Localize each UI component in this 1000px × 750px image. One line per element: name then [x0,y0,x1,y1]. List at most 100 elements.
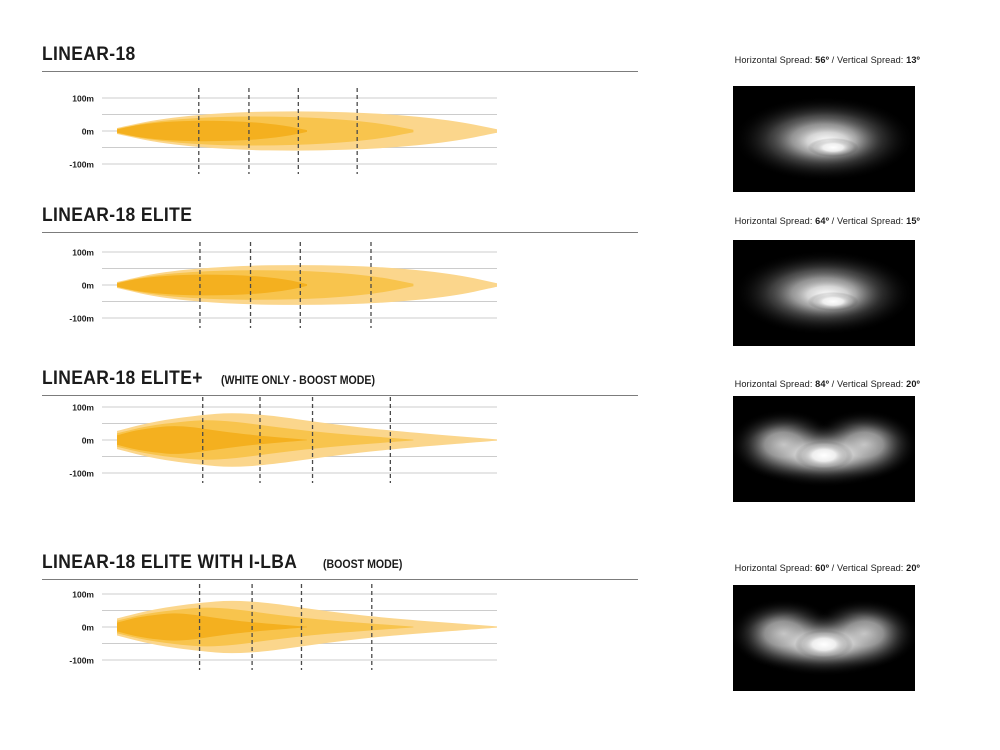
beam-plot: 100m 0m -100m 3lux 333m 1lux 576m 0.5lux 815m 0.2… [69,393,497,488]
lux-level-label: 1lux [240,84,257,86]
beam-plot: 100m 0m -100m 3lux 301m 1lux 522m 0.5lux 738m 0.2… [69,580,497,675]
photo-linear-18-elite-ilba [733,585,915,691]
lux-level-label: 3lux [190,84,207,86]
photo-linear-18-elite [733,240,915,346]
horizontal-spread-label: Horizontal Spread: [734,379,816,389]
lux-distance-label: 815m [302,487,324,488]
beam-photo-image [733,240,915,346]
lux-distance-label: 605m [287,178,309,179]
lux-level-label: 3lux [194,393,211,395]
beam-photo-image [733,396,915,502]
beam-photo-image [733,585,915,691]
chart-title-wrap-linear-18-elite-ilba: LINEAR-18 ELITE WITH I-LBA (BOOST MODE) [42,552,410,574]
lux-distance-label: 522m [241,674,263,675]
lux-level-label: 3lux [191,580,208,582]
lux-level-label: 0.5lux [289,580,313,582]
spread-separator: / [829,55,837,65]
lux-distance-label: 1023m [358,332,385,333]
chart-title-wrap-linear-18-elite-plus: LINEAR-18 ELITE+ (WHITE ONLY - BOOST MODE… [42,368,388,390]
title-divider [42,395,638,396]
horizontal-spread-label: Horizontal Spread: [734,563,816,573]
y-tick-label: 0m [82,623,95,633]
lux-distance-label: 576m [249,487,271,488]
y-tick-label: 0m [82,127,95,137]
y-tick-label: -100m [69,469,94,479]
vertical-spread-value: 13º [906,55,920,65]
y-tick-label: 100m [72,94,94,104]
beam-tier-3lux [117,426,307,454]
y-tick-label: 100m [72,248,94,258]
title-divider [42,71,638,72]
spread-info: Horizontal Spread: 84º / Vertical Spread… [735,379,920,389]
lux-level-label: 0.25lux [357,580,386,582]
page-title: LINEAR-18 ELITE+ [42,368,203,389]
page-title: LINEAR-18 ELITE WITH I-LBA [42,552,298,573]
lux-distance-label: 1043m [359,674,386,675]
photo-linear-18 [733,86,915,192]
vertical-spread-value: 20º [906,563,920,573]
horizontal-spread-value: 56º [815,55,830,65]
y-tick-label: 0m [82,281,95,291]
vertical-spread-label: Vertical Spread: [837,216,907,226]
chart-title-wrap-linear-18: LINEAR-18 [42,44,144,66]
beam-tier-3lux [117,274,307,296]
y-tick-label: 0m [82,436,95,446]
spread-info: Horizontal Spread: 60º / Vertical Spread… [735,563,920,573]
lux-distance-label: 301m [189,674,211,675]
lux-level-label: 0.25lux [357,238,386,240]
lux-distance-label: 428m [238,178,260,179]
vertical-spread-value: 20º [906,379,920,389]
lux-distance-label: 738m [291,674,313,675]
spread-separator: / [829,379,837,389]
beam-tier-3lux [117,120,307,142]
horizontal-spread-label: Horizontal Spread: [734,216,816,226]
page-subtitle: (BOOST MODE) [323,559,403,571]
photo-linear-18-elite-plus [733,396,915,502]
y-tick-label: -100m [69,656,94,666]
lux-level-label: 0.5lux [286,84,310,86]
title-divider [42,232,638,233]
page-subtitle: (WHITE ONLY - BOOST MODE) [220,375,375,387]
lux-distance-label: 723m [289,332,311,333]
vertical-spread-value: 15º [906,216,920,226]
lux-distance-label: 1152m [377,487,403,488]
spread-separator: / [829,216,837,226]
y-tick-label: 100m [72,403,94,413]
horizontal-spread-label: Horizontal Spread: [734,55,816,65]
lux-distance-label: 247m [188,178,210,179]
beam-chart-linear-18-elite-plus: 100m 0m -100m 3lux 333m 1lux 576m 0.5lux 815m 0.2… [42,393,512,488]
beam-plot: 100m 0m -100m 3lux 295m 1lux 511m 0.5lux 723m 0.2… [69,238,497,333]
beam-chart-linear-18: 100m 0m -100m 3lux 247m 1lux 428m 0.5lux 605m 0.2… [42,84,512,179]
beam-chart-linear-18-elite: 100m 0m -100m 3lux 295m 1lux 511m 0.5lux 723m 0.2… [42,238,512,333]
beam-chart-linear-18-elite-ilba: 100m 0m -100m 3lux 301m 1lux 522m 0.5lux 738m 0.2… [42,580,512,675]
beam-photo-image [733,86,915,192]
y-tick-label: 100m [72,590,94,600]
beam-plot: 100m 0m -100m 3lux 247m 1lux 428m 0.5lux 605m 0.2… [69,84,497,179]
vertical-spread-label: Vertical Spread: [837,563,907,573]
spread-info: Horizontal Spread: 56º / Vertical Spread… [735,55,920,65]
lux-level-label: 0.25lux [343,84,372,86]
spread-separator: / [829,563,837,573]
y-tick-label: -100m [69,314,94,324]
y-tick-label: -100m [69,160,94,170]
vertical-spread-label: Vertical Spread: [837,379,907,389]
spread-info: Horizontal Spread: 64º / Vertical Spread… [735,216,920,226]
page-title: LINEAR-18 ELITE [42,205,193,226]
lux-level-label: 1lux [244,580,261,582]
lux-level-label: 3lux [191,238,208,240]
horizontal-spread-value: 84º [815,379,830,389]
lux-level-label: 0.5lux [300,393,324,395]
title-divider [42,579,638,580]
vertical-spread-label: Vertical Spread: [837,55,907,65]
lux-level-label: 0.25lux [376,393,405,395]
lux-distance-label: 855m [346,178,368,179]
lux-distance-label: 295m [189,332,211,333]
horizontal-spread-value: 60º [815,563,830,573]
lux-level-label: 1lux [251,393,268,395]
lux-level-label: 0.5lux [288,238,312,240]
lux-level-label: 1lux [242,238,259,240]
horizontal-spread-value: 64º [815,216,830,226]
lux-distance-label: 333m [192,487,214,488]
chart-title-wrap-linear-18-elite: LINEAR-18 ELITE [42,205,205,227]
